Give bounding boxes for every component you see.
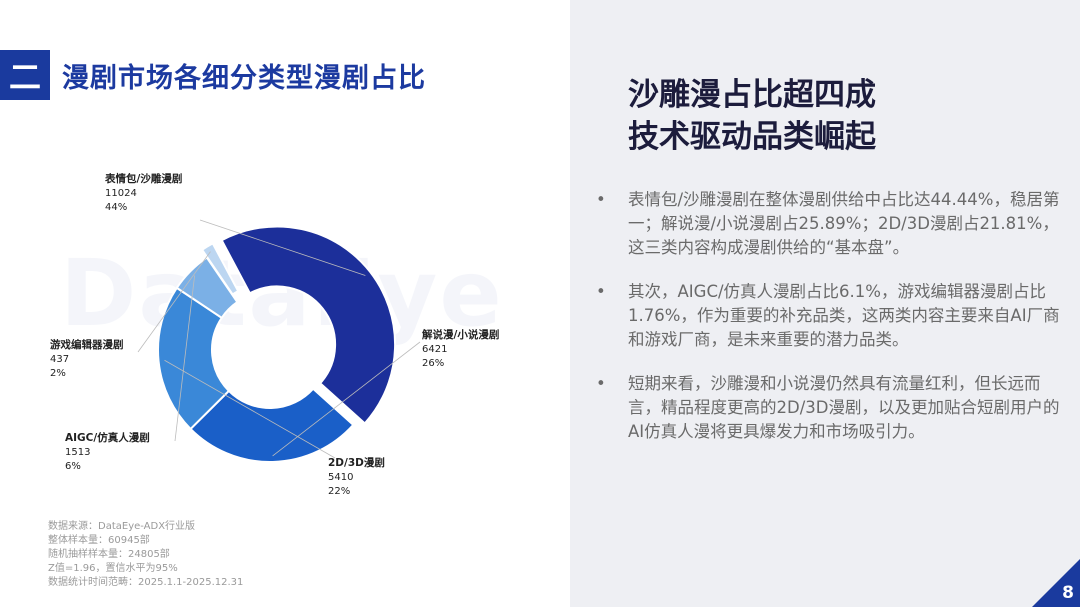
bullet-text: 短期来看，沙雕漫和小说漫仍然具有流量红利，但长远而言，精品程度更高的2D/3D漫…: [628, 374, 1060, 441]
slice-name-label: AIGC/仿真人漫剧: [65, 431, 150, 444]
slice-name-label: 表情包/沙雕漫剧: [104, 172, 182, 185]
slice-labels: 表情包/沙雕漫剧 11024 44% 解说漫/小说漫剧 6421 26% 2D/3D漫剧 54…: [50, 172, 499, 497]
bullet-dot-icon: •: [596, 374, 606, 393]
leader-line: [137, 251, 211, 353]
headline-line: 沙雕漫占比超四成: [628, 77, 876, 113]
headline-line: 技术驱动品类崛起: [628, 119, 876, 155]
bullet-dot-icon: •: [596, 190, 606, 209]
bullet-item: • 其次，AIGC/仿真人漫剧占比6.1%，游戏编辑器漫剧占比1.76%，作为重…: [592, 280, 1062, 352]
bullet-text: 其次，AIGC/仿真人漫剧占比6.1%，游戏编辑器漫剧占比1.76%，作为重要的…: [628, 282, 1060, 349]
donut-slice: [157, 286, 231, 431]
note-line: 整体样本量：60945部: [48, 535, 150, 546]
donut-slice: [189, 387, 355, 463]
note-line: Z值=1.96，置信水平为95%: [48, 563, 178, 574]
bullet-item: • 短期来看，沙雕漫和小说漫仍然具有流量红利，但长远而言，精品程度更高的2D/3…: [592, 372, 1062, 444]
slice-value-label: 11024: [105, 188, 137, 199]
leader-line: [199, 219, 366, 276]
note-line: 数据来源：DataEye-ADX行业版: [48, 521, 196, 532]
donut-slice: [220, 225, 397, 425]
note-line: 随机抽样样本量：24805部: [48, 549, 170, 560]
slice-name-label: 2D/3D漫剧: [328, 456, 385, 469]
summary-panel: 沙雕漫占比超四成 技术驱动品类崛起 • 表情包/沙雕漫剧在整体漫剧供给中占比达4…: [570, 0, 1080, 607]
slice-name-label: 解说漫/小说漫剧: [421, 328, 499, 341]
donut-slice: [200, 242, 240, 296]
slice-value-label: 1513: [65, 447, 90, 458]
slice-value-label: 5410: [328, 472, 353, 483]
leader-lines: [137, 219, 421, 459]
leader-line: [174, 275, 196, 442]
data-source-notes: 数据来源：DataEye-ADX行业版 整体样本量：60945部 随机抽样样本量…: [48, 520, 243, 590]
leader-line: [272, 341, 421, 457]
slice-value-label: 6421: [422, 344, 447, 355]
slice-value-label: 437: [50, 354, 69, 365]
page-number: 8: [1062, 583, 1074, 603]
slice-percent-label: 6%: [65, 461, 81, 472]
bullet-text: 表情包/沙雕漫剧在整体漫剧供给中占比达44.44%，稳居第一；解说漫/小说漫剧占…: [628, 190, 1060, 257]
note-line: 数据统计时间范畴：2025.1.1-2025.12.31: [48, 577, 244, 588]
section-number-badge: 二: [0, 50, 50, 100]
headline: 沙雕漫占比超四成 技术驱动品类崛起: [628, 74, 876, 158]
page-number-corner: [1032, 559, 1080, 607]
leader-line: [164, 359, 336, 459]
page-title: 漫剧市场各细分类型漫剧占比: [62, 63, 426, 94]
slice-percent-label: 2%: [50, 368, 66, 379]
bullet-item: • 表情包/沙雕漫剧在整体漫剧供给中占比达44.44%，稳居第一；解说漫/小说漫…: [592, 188, 1062, 260]
slice-percent-label: 44%: [105, 202, 127, 213]
donut-chart: 表情包/沙雕漫剧 11024 44% 解说漫/小说漫剧 6421 26% 2D/3D漫剧 54…: [50, 172, 499, 497]
bullet-list: • 表情包/沙雕漫剧在整体漫剧供给中占比达44.44%，稳居第一；解说漫/小说漫…: [592, 188, 1062, 464]
bullet-dot-icon: •: [596, 282, 606, 301]
slice-name-label: 游戏编辑器漫剧: [50, 338, 124, 351]
slice-percent-label: 26%: [422, 358, 444, 369]
donut-slices: [157, 225, 397, 463]
slice-percent-label: 22%: [328, 486, 350, 497]
